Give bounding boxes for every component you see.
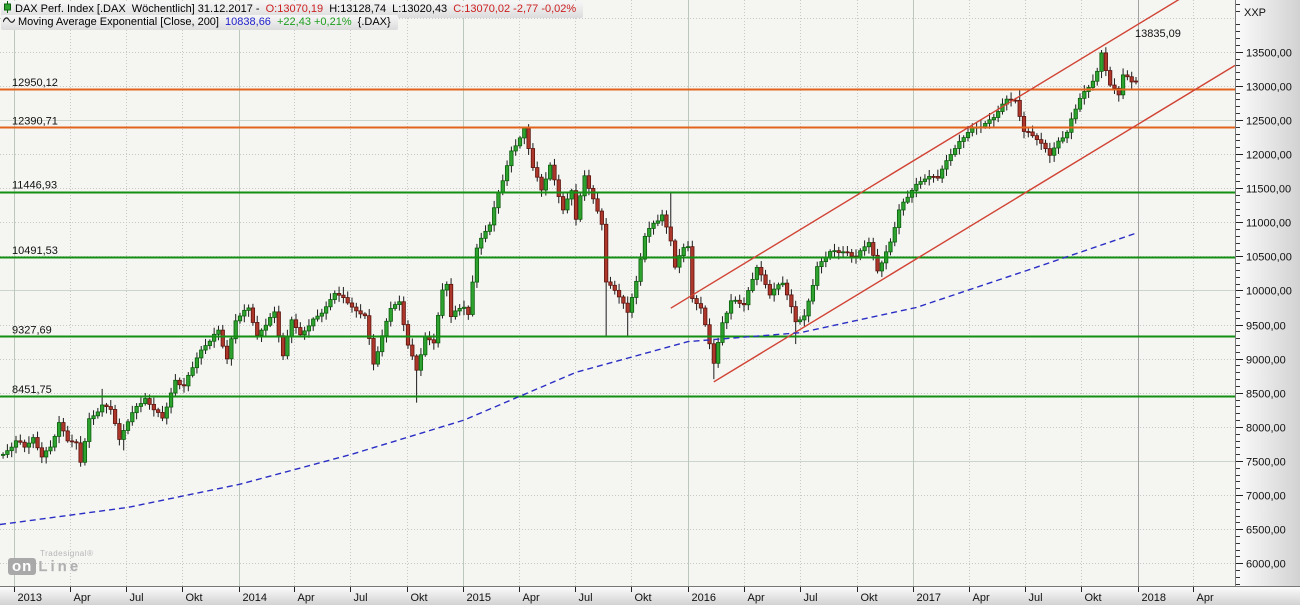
svg-text:Jul: Jul <box>130 592 144 604</box>
svg-text:6500,00: 6500,00 <box>1246 525 1286 537</box>
legend-text-segment: {.DAX} <box>357 15 391 28</box>
svg-text:Apr: Apr <box>973 592 990 604</box>
svg-text:Jul: Jul <box>804 592 818 604</box>
ema-line <box>0 232 1137 526</box>
trend-channel <box>670 0 1235 383</box>
y-axis-band <box>1236 0 1300 605</box>
svg-text:Okt: Okt <box>861 592 878 604</box>
svg-text:10500,00: 10500,00 <box>1246 252 1292 264</box>
legend-text-segment: H:13128,74 <box>329 2 390 15</box>
trendline-value-label: 13835,09 <box>1135 28 1181 40</box>
legend-text-segment: Moving Average Exponential [Close, 200] <box>18 15 223 28</box>
svg-text:11500,00: 11500,00 <box>1246 184 1291 196</box>
logo-wordmark: on Line <box>8 558 93 575</box>
legend-row-price[interactable]: DAX Perf. Index [.DAX Wöchentlich] 31.12… <box>1 1 584 18</box>
legend-text-segment: O:13070,19 <box>265 2 327 15</box>
svg-text:12000,00: 12000,00 <box>1246 150 1292 162</box>
grid <box>0 0 1235 586</box>
legend-text-segment: +22,43 +0,21% <box>276 15 355 28</box>
svg-text:12950,12: 12950,12 <box>12 77 58 89</box>
svg-text:9000,00: 9000,00 <box>1246 355 1286 367</box>
svg-text:Jul: Jul <box>354 592 368 604</box>
svg-text:7500,00: 7500,00 <box>1246 457 1286 469</box>
svg-text:2018: 2018 <box>1142 592 1166 604</box>
svg-text:2015: 2015 <box>467 592 491 604</box>
svg-text:6000,00: 6000,00 <box>1246 559 1286 571</box>
x-axis-band <box>0 587 1300 605</box>
svg-text:2013: 2013 <box>18 592 42 604</box>
svg-text:Jul: Jul <box>1029 592 1043 604</box>
svg-text:13000,00: 13000,00 <box>1246 82 1292 94</box>
svg-text:8500,00: 8500,00 <box>1246 389 1286 401</box>
logo-line-text: Line <box>38 558 82 575</box>
svg-text:8451,75: 8451,75 <box>12 384 52 396</box>
legend-text-segment: 10838,66 <box>225 15 274 28</box>
axis-symbol-label: XXP <box>1244 7 1266 19</box>
svg-text:10491,53: 10491,53 <box>12 245 58 257</box>
candlestick-icon <box>3 1 12 17</box>
svg-text:8000,00: 8000,00 <box>1246 423 1286 435</box>
svg-text:Okt: Okt <box>635 592 652 604</box>
svg-text:Apr: Apr <box>74 592 91 604</box>
svg-text:Apr: Apr <box>523 592 540 604</box>
svg-text:9500,00: 9500,00 <box>1246 321 1286 333</box>
svg-text:11446,93: 11446,93 <box>12 180 57 192</box>
svg-text:12390,71: 12390,71 <box>12 115 58 127</box>
wave-icon <box>2 15 16 29</box>
svg-text:2014: 2014 <box>243 592 267 604</box>
logo-on-block: on <box>8 558 37 575</box>
svg-text:2016: 2016 <box>692 592 716 604</box>
tradesignal-logo: Tradesignal® on Line <box>8 549 93 575</box>
support-resistance-lines <box>0 88 1235 398</box>
svg-text:Okt: Okt <box>411 592 428 604</box>
svg-text:7000,00: 7000,00 <box>1246 491 1286 503</box>
price-level-labels: 12950,12 12390,71 11446,93 10491,53 9327,69 8… <box>12 77 58 396</box>
legend-text-segment: L:13020,43 <box>392 2 451 15</box>
svg-text:9327,69: 9327,69 <box>12 324 52 336</box>
svg-text:12500,00: 12500,00 <box>1246 116 1292 128</box>
legend-row-indicator[interactable]: Moving Average Exponential [Close, 200] … <box>1 15 398 30</box>
candlesticks <box>0 47 1139 467</box>
svg-text:Apr: Apr <box>1197 592 1214 604</box>
svg-text:10000,00: 10000,00 <box>1246 286 1292 298</box>
x-axis: 2013 Apr Jul Okt 2014 Apr Jul Okt 2015 Apr Jul Okt 2… <box>14 587 1214 604</box>
legend-text-segment: C:13070,02 -2,77 -0,02% <box>453 2 577 15</box>
legend-text-segment: DAX Perf. Index [.DAX Wöchentlich] 31.12… <box>15 2 263 15</box>
svg-text:Apr: Apr <box>748 592 765 604</box>
svg-text:Apr: Apr <box>298 592 315 604</box>
y-axis: 13500,00 13000,00 12500,00 12000,00 11500,00… <box>1236 4 1292 585</box>
logo-brand-text: Tradesignal® <box>40 549 94 558</box>
svg-text:2017: 2017 <box>917 592 941 604</box>
svg-text:Jul: Jul <box>579 592 593 604</box>
svg-text:Okt: Okt <box>186 592 203 604</box>
svg-text:11000,00: 11000,00 <box>1246 218 1291 230</box>
svg-text:13500,00: 13500,00 <box>1246 48 1292 60</box>
svg-text:Okt: Okt <box>1085 592 1102 604</box>
